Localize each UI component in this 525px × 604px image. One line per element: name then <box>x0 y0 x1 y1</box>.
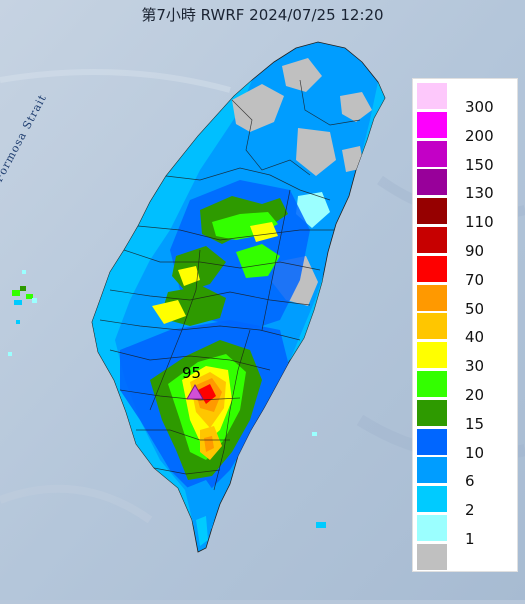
peak-triangle-marker <box>186 383 204 400</box>
legend-swatch <box>417 198 447 225</box>
legend-label: 20 <box>465 386 485 404</box>
legend-swatch <box>417 399 447 426</box>
map-title: 第7小時 RWRF 2024/07/25 12:20 <box>141 6 384 24</box>
legend-label: 70 <box>465 270 485 289</box>
offshore-cells <box>8 270 326 528</box>
legend-swatch <box>417 371 447 397</box>
legend-label: 150 <box>465 155 494 174</box>
peak-value: 95 <box>182 364 202 382</box>
legend-label: 1 <box>465 530 475 548</box>
legend-swatch <box>417 428 447 455</box>
legend-label: 110 <box>465 213 494 232</box>
legend-swatch <box>417 457 447 484</box>
legend-swatch <box>417 284 447 311</box>
legend-label: 130 <box>465 184 494 203</box>
legend-swatch <box>417 140 447 167</box>
legend-label: 30 <box>465 357 485 376</box>
color-legend: 300 200 150 130 110 90 70 50 40 30 20 15 10 6 2 1 <box>412 78 518 572</box>
legend-swatch <box>417 313 447 340</box>
legend-swatch <box>417 486 447 513</box>
legend-label: 90 <box>465 242 485 260</box>
legend-label: 200 <box>465 126 494 145</box>
legend-swatch <box>417 515 447 541</box>
legend-swatch <box>417 83 447 109</box>
legend-label: 10 <box>465 443 485 462</box>
legend-swatch <box>417 169 447 196</box>
legend-label: 15 <box>465 414 485 433</box>
legend-label: 40 <box>465 328 485 347</box>
legend-swatch <box>417 111 447 138</box>
legend-swatch <box>417 543 447 570</box>
legend-label: 2 <box>465 501 475 520</box>
legend-label: 50 <box>465 299 485 318</box>
legend-swatch <box>417 255 447 282</box>
legend-label: 6 <box>465 472 475 491</box>
legend-label: 300 <box>465 98 494 116</box>
legend-swatch <box>417 342 447 369</box>
legend-swatch <box>417 227 447 253</box>
